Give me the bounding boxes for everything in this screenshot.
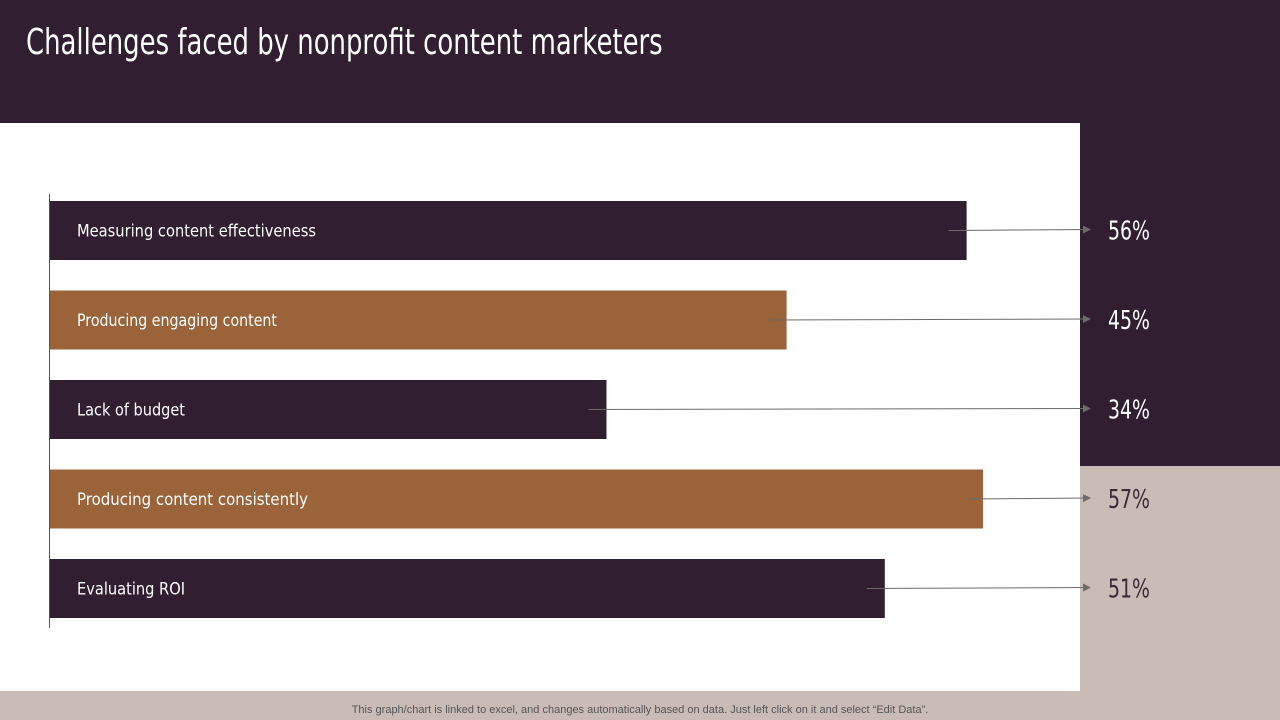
value-connector-arrow bbox=[866, 583, 1091, 592]
bar-2 bbox=[50, 290, 787, 350]
value-connector-arrow bbox=[964, 494, 1091, 503]
bar-value-label: 57% bbox=[1108, 485, 1150, 515]
bar-category-label: Lack of budget bbox=[77, 401, 185, 421]
bar-value-label: 45% bbox=[1108, 306, 1150, 336]
bar-value-label: 56% bbox=[1108, 217, 1150, 247]
bar-value-label: 51% bbox=[1108, 575, 1150, 605]
bar-category-label: Producing engaging content bbox=[77, 311, 277, 331]
bar-category-label: Producing content consistently bbox=[77, 490, 308, 510]
page-title: Challenges faced by nonprofit content ma… bbox=[26, 22, 663, 63]
bar-category-label: Evaluating ROI bbox=[77, 580, 185, 600]
footer-note: This graph/chart is linked to excel, and… bbox=[351, 704, 929, 716]
bar-category-label: Measuring content effectiveness bbox=[77, 222, 316, 242]
value-connector-arrow bbox=[768, 315, 1091, 324]
bar-4 bbox=[50, 469, 983, 529]
bar-3 bbox=[50, 380, 607, 439]
bar-value-label: 34% bbox=[1108, 396, 1150, 426]
value-connector-arrow bbox=[948, 225, 1091, 234]
bar-5 bbox=[50, 559, 885, 618]
side-accent-panel bbox=[1080, 123, 1280, 466]
header-band bbox=[0, 0, 1280, 123]
value-connector-arrow bbox=[588, 404, 1091, 413]
bar-1 bbox=[50, 201, 967, 260]
